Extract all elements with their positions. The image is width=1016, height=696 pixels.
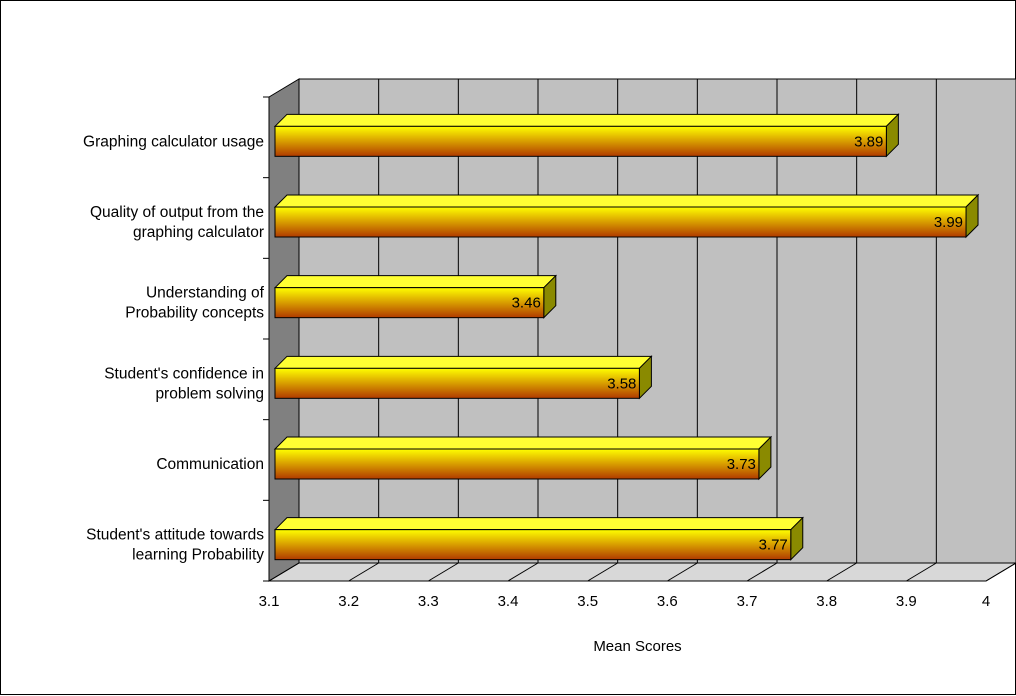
floor-gridline-3.3	[428, 562, 459, 582]
back-wall	[298, 78, 1016, 564]
x-axis-title: Mean Scores	[593, 638, 681, 655]
bar	[274, 529, 792, 561]
floor-gridline-4	[985, 562, 1016, 582]
category-label: Understanding of	[146, 285, 265, 302]
bar-top-face	[273, 113, 900, 127]
bar	[274, 448, 760, 480]
floor-gridline-3.2	[348, 562, 379, 582]
x-tick-label: 3.9	[896, 593, 917, 610]
floor-gridline-3.7	[746, 562, 778, 582]
data-label: 3.46	[512, 295, 541, 312]
x-tick-label: 3.2	[338, 593, 359, 610]
x-tick-label: 3.8	[816, 593, 837, 610]
bar-top-face	[273, 194, 980, 208]
x-tick-label: 3.4	[498, 593, 519, 610]
category-label: Student's attitude towards	[86, 527, 264, 544]
floor-gridline-3.6	[667, 562, 698, 582]
category-label: learning Probability	[132, 547, 264, 564]
category-labels: Student's attitude towards learning Proba…	[83, 133, 265, 563]
category-label: Probability concepts	[125, 305, 264, 322]
x-tick-label: 3.7	[737, 593, 758, 610]
bar	[274, 125, 887, 157]
bar-top-face	[273, 355, 653, 369]
bar-top-face	[273, 517, 804, 531]
bars: 3.77 3.73 3.58 3.46 3.99 3.89	[273, 113, 980, 561]
category-label: problem solving	[155, 385, 264, 402]
bar	[274, 206, 967, 238]
category-label: Communication	[156, 456, 264, 473]
floor	[267, 562, 1016, 582]
data-label: 3.99	[934, 214, 963, 231]
x-tick-labels: 3.1 3.2 3.3 3.4 3.5 3.6 3.7 3.8 3.9 4	[259, 593, 991, 610]
category-label: Quality of output from the	[90, 204, 264, 221]
gridlines	[263, 79, 1016, 582]
bar-top-face	[273, 436, 773, 450]
floor-gridline-3.8	[826, 562, 857, 582]
floor-gridline-3.5	[587, 562, 618, 582]
category-label: Graphing calculator usage	[83, 133, 264, 150]
category-label: graphing calculator	[133, 224, 264, 241]
x-tick-label: 3.6	[657, 593, 678, 610]
x-tick-label: 4	[982, 593, 990, 610]
floor-gridline-3.1	[268, 562, 300, 582]
data-label: 3.77	[759, 537, 788, 554]
x-tick-label: 3.5	[577, 593, 598, 610]
floor-gridline-3.9	[906, 562, 937, 582]
bar	[274, 367, 640, 399]
bar	[274, 287, 545, 319]
floor-gridline-3.4	[507, 562, 539, 582]
data-label: 3.73	[727, 456, 756, 473]
category-label: Student's confidence in	[104, 365, 264, 382]
data-label: 3.89	[854, 133, 883, 150]
x-tick-label: 3.1	[259, 593, 280, 610]
x-tick-label: 3.3	[418, 593, 439, 610]
data-label: 3.58	[607, 375, 636, 392]
bar-top-face	[273, 275, 558, 289]
